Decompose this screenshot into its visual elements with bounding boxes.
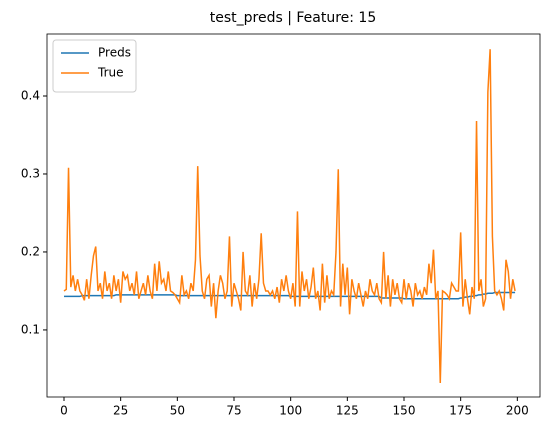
x-tick-label: 175 bbox=[449, 404, 472, 418]
y-tick-label: 0.1 bbox=[21, 322, 40, 336]
series-line bbox=[63, 49, 516, 383]
legend-label: Preds bbox=[98, 46, 131, 60]
y-tick-label: 0.3 bbox=[21, 166, 40, 180]
x-tick-label: 75 bbox=[226, 404, 241, 418]
x-tick-label: 150 bbox=[393, 404, 416, 418]
y-tick-label: 0.4 bbox=[21, 88, 40, 102]
legend-label: True bbox=[97, 66, 124, 80]
x-tick-label: 200 bbox=[506, 404, 529, 418]
x-tick-label: 125 bbox=[336, 404, 359, 418]
y-tick-label: 0.2 bbox=[21, 244, 40, 258]
x-tick-label: 100 bbox=[279, 404, 302, 418]
chart-title: test_preds | Feature: 15 bbox=[210, 10, 377, 26]
x-tick-label: 25 bbox=[113, 404, 128, 418]
x-tick-label: 0 bbox=[60, 404, 68, 418]
axes-frame bbox=[46, 33, 541, 398]
x-tick-label: 50 bbox=[170, 404, 185, 418]
